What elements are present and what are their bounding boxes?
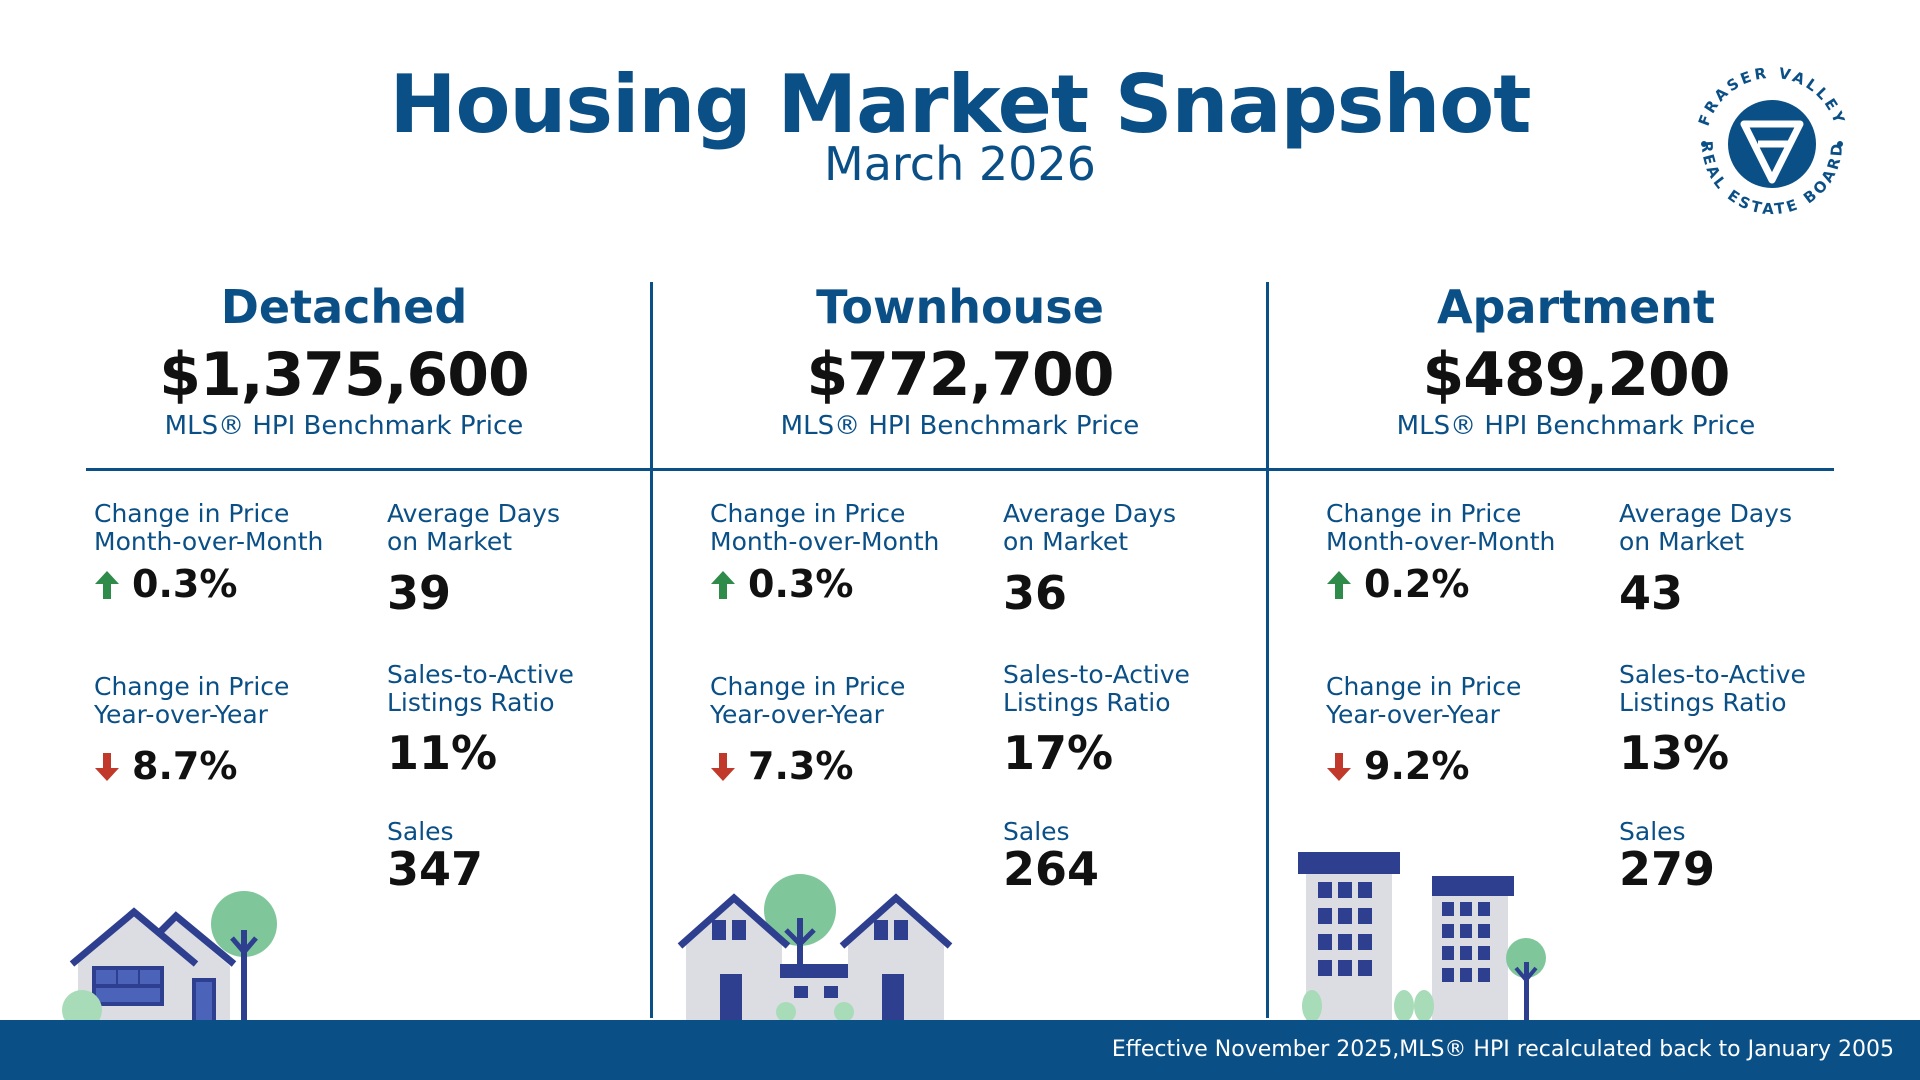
yoy-value: 9.2% [1364,744,1470,788]
mom-value: 0.3% [132,562,238,606]
arrow-down-icon [1327,753,1351,781]
apartment-illustration [1298,852,1546,1020]
townhouse-illustration [677,874,953,1020]
dom-value: 43 [1619,566,1684,620]
benchmark-price: $489,200 [1422,340,1730,410]
page-title: Housing Market Snapshot [389,58,1531,151]
arrow-down-icon [711,753,735,781]
arrow-down-icon [95,753,119,781]
detached-column: Detached $1,375,600 MLS® HPI Benchmark P… [36,0,652,1080]
arrow-up-icon [1327,571,1351,599]
mom-label: Change in Price Month-over-Month [710,499,940,556]
mom-value: 0.3% [748,562,854,606]
ratio-label: Sales-to-Active Listings Ratio [1619,660,1806,717]
yoy-value: 8.7% [132,744,238,788]
arrow-up-icon [711,571,735,599]
sales-value: 279 [1619,842,1716,896]
footer-note: Effective November 2025,MLS® HPI recalcu… [1111,1037,1894,1062]
dom-value: 36 [1003,566,1068,620]
fvreb-logo: FRASER VALLEY REAL ESTATE BOARD [1695,64,1846,218]
detached-house-illustration [62,891,277,1020]
section-divider [86,468,1834,471]
yoy-label: Change in Price Year-over-Year [94,672,290,729]
yoy-label: Change in Price Year-over-Year [710,672,906,729]
apartment-column: Apartment $489,200 MLS® HPI Benchmark Pr… [1268,0,1884,1080]
benchmark-caption: MLS® HPI Benchmark Price [164,411,524,441]
dom-label: Average Days on Market [387,499,560,556]
townhouse-column: Townhouse $772,700 MLS® HPI Benchmark Pr… [652,0,1268,1080]
sales-label: Sales [1003,817,1070,846]
benchmark-price: $772,700 [806,340,1114,410]
arrow-up-icon [95,571,119,599]
column-title: Apartment [1436,280,1716,334]
benchmark-caption: MLS® HPI Benchmark Price [1396,411,1756,441]
footer-bar: Effective November 2025,MLS® HPI recalcu… [0,1020,1920,1080]
ratio-label: Sales-to-Active Listings Ratio [387,660,574,717]
mom-label: Change in Price Month-over-Month [94,499,324,556]
page-subtitle: March 2026 [824,137,1096,191]
dom-label: Average Days on Market [1003,499,1176,556]
yoy-value: 7.3% [748,744,854,788]
ratio-value: 13% [1619,726,1730,780]
column-title: Detached [220,280,468,334]
sales-value: 264 [1003,842,1100,896]
column-divider [650,282,653,1018]
mom-value: 0.2% [1364,562,1470,606]
ratio-label: Sales-to-Active Listings Ratio [1003,660,1190,717]
yoy-label: Change in Price Year-over-Year [1326,672,1522,729]
sales-value: 347 [387,842,484,896]
sales-label: Sales [387,817,454,846]
column-title: Townhouse [816,280,1104,334]
dom-label: Average Days on Market [1619,499,1792,556]
sales-label: Sales [1619,817,1686,846]
dom-value: 39 [387,566,452,620]
ratio-value: 11% [387,726,498,780]
column-divider [1266,282,1269,1018]
ratio-value: 17% [1003,726,1114,780]
benchmark-caption: MLS® HPI Benchmark Price [780,411,1140,441]
mom-label: Change in Price Month-over-Month [1326,499,1556,556]
benchmark-price: $1,375,600 [159,340,530,410]
